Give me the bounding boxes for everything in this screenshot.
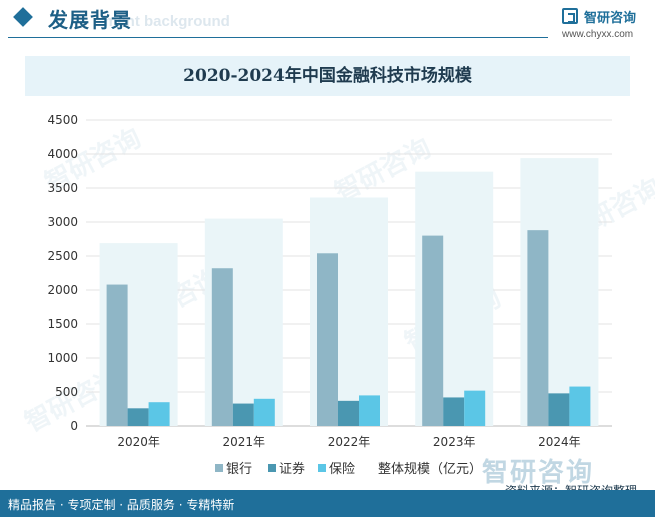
insurance-bar <box>569 386 591 426</box>
securities-bar <box>338 400 359 426</box>
header-divider <box>8 37 548 38</box>
securities-bar <box>548 393 570 426</box>
header-title: 发展背景 <box>48 8 132 32</box>
y-tick-label: 0 <box>70 419 78 433</box>
y-tick-label: 1500 <box>47 317 78 331</box>
legend-label: 整体规模（亿元） <box>378 462 482 477</box>
x-tick-label: 2023年 <box>433 435 476 449</box>
bank-bar <box>422 235 444 426</box>
footer-tagline: 精品报告 · 专项定制 · 品质服务 · 专精特新 <box>8 498 235 512</box>
y-tick-label: 4500 <box>47 113 78 127</box>
chart-title-band: 2020-2024年中国金融科技市场规模 <box>25 56 630 96</box>
bank-bar <box>317 253 338 426</box>
y-tick-label: 4000 <box>47 147 78 161</box>
securities-bar <box>127 408 149 426</box>
legend-swatch <box>215 464 223 472</box>
insurance-bar <box>464 390 486 426</box>
legend-label: 保险 <box>329 462 355 477</box>
y-tick-label: 2000 <box>47 283 78 297</box>
insurance-bar <box>359 395 380 426</box>
logo-name: 智研咨询 <box>584 11 637 26</box>
securities-bar <box>232 403 254 426</box>
logo-icon <box>562 8 578 24</box>
securities-bar <box>443 397 465 426</box>
logo-url: www.chyxx.com <box>562 29 634 40</box>
bank-bar <box>527 230 549 426</box>
x-tick-label: 2024年 <box>538 435 581 449</box>
brand-logo: 智研咨询 www.chyxx.com <box>562 8 652 42</box>
insurance-bar <box>148 402 170 426</box>
x-tick-label: 2022年 <box>328 435 371 449</box>
legend-label: 证券 <box>279 461 305 477</box>
bank-bar <box>106 284 128 426</box>
legend-swatch <box>318 464 326 472</box>
chart-title: 2020-2024年中国金融科技市场规模 <box>183 66 472 86</box>
y-tick-label: 500 <box>55 385 78 399</box>
y-tick-label: 1000 <box>47 351 78 365</box>
y-tick-label: 2500 <box>47 249 78 263</box>
y-tick-label: 3000 <box>47 215 78 229</box>
x-tick-label: 2021年 <box>223 435 266 449</box>
page-header: ment background 发展背景 智研咨询 www.chyxx.com <box>0 0 655 44</box>
header-subtitle: ment background <box>104 13 230 30</box>
legend-swatch <box>268 464 276 472</box>
watermark-bottom: 智研咨询 <box>482 458 595 488</box>
insurance-bar <box>253 398 275 426</box>
y-tick-label: 3500 <box>47 181 78 195</box>
legend-label: 银行 <box>226 462 252 477</box>
x-tick-label: 2020年 <box>117 435 160 449</box>
footer-bar: 精品报告 · 专项定制 · 品质服务 · 专精特新 <box>0 490 655 517</box>
bank-bar <box>211 268 233 426</box>
